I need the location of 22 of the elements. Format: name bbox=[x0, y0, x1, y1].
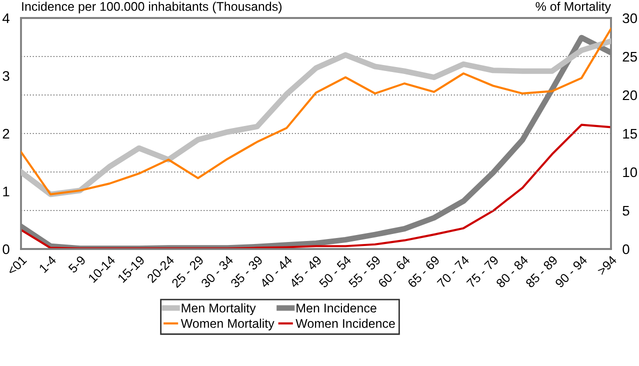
y2-tick-label: 15 bbox=[623, 128, 637, 139]
legend-label: Men Mortality bbox=[182, 303, 256, 315]
legend-label: Women Mortality bbox=[180, 318, 274, 330]
y2-tick-label: 0 bbox=[622, 244, 630, 254]
legend-label: Men Incidence bbox=[296, 303, 376, 313]
y2-tick-label: 30 bbox=[622, 13, 638, 24]
y2-axis-title: % of Mortality bbox=[536, 2, 611, 14]
y2-tick-label: 10 bbox=[623, 167, 638, 178]
x-tick-label: <01 bbox=[6, 255, 28, 276]
y-tick-label: 2 bbox=[2, 128, 10, 139]
y-axis-title: Incidence per 100.000 inhabitants (Thousands) bbox=[22, 2, 282, 14]
y-tick-label: 1 bbox=[3, 186, 10, 196]
y-tick-label: 3 bbox=[2, 71, 10, 81]
y2-tick-label: 20 bbox=[622, 90, 638, 100]
x-tick-label: 1-4 bbox=[38, 255, 57, 274]
y-tick-label: 4 bbox=[2, 13, 10, 24]
y-tick-label: 0 bbox=[2, 244, 10, 254]
x-tick-label: 5-9 bbox=[68, 255, 86, 274]
legend-label: Women Incidence bbox=[296, 318, 395, 328]
x-tick-label: >94 bbox=[596, 255, 618, 276]
y2-tick-label: 5 bbox=[622, 206, 630, 216]
y2-tick-label: 25 bbox=[622, 52, 637, 62]
